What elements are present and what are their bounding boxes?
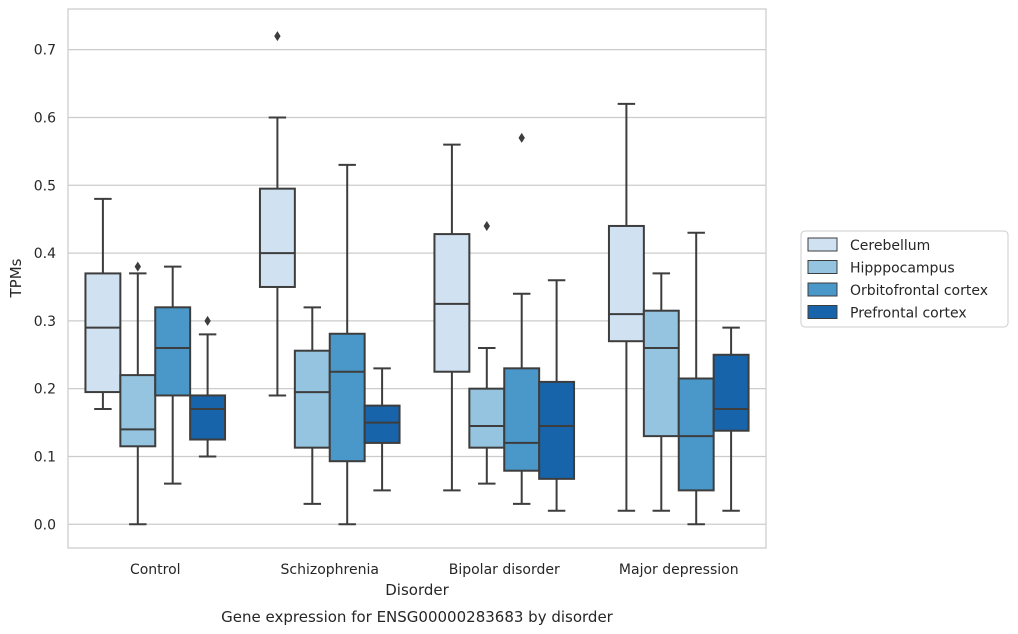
iqr-box [293,349,331,449]
x-tick-label: Major depression [619,562,739,578]
x-tick-label: Bipolar disorder [449,562,560,578]
box-prefrontal-cortex [712,326,750,512]
legend-swatch [807,305,838,319]
iqr-box [677,377,715,492]
iqr-box [712,353,750,432]
outlier-point [134,261,141,272]
y-tick-labels: 0.0 0.1 0.2 0.3 0.4 0.5 0.6 0.7 [34,43,56,534]
iqr-box [258,187,296,288]
iqr-box [328,332,366,463]
legend-label: Orbitofrontal cortex [850,283,988,299]
box-orbitofrontal-cortex [154,265,192,485]
iqr-box [119,374,157,448]
iqr-box [538,380,576,480]
legend-swatch [807,260,838,274]
y-tick-label: 0.6 [34,110,56,126]
legend-label: Cerebellum [850,238,930,254]
x-tick-labels: Control Schizophrenia Bipolar disorder Majo… [130,562,739,578]
iqr-box [433,233,471,373]
x-axis-label: Disorder [385,581,449,599]
iqr-box [468,387,506,449]
outlier-point [274,31,281,42]
legend-swatch [807,282,838,297]
outlier-point [483,220,490,231]
box-hipppocampus [468,220,506,485]
outlier-point [204,315,211,326]
legend: Cerebellum Hipppocampus Orbitofrontal cort… [800,230,1009,328]
legend-label: Hipppocampus [850,261,955,277]
y-tick-label: 0.0 [34,517,56,533]
legend-frame [800,230,1009,328]
box-cerebellum [433,143,471,492]
box-hipppocampus [119,261,157,526]
x-tick-label: Control [130,562,181,578]
x-tick-label: Schizophrenia [281,562,379,578]
y-tick-label: 0.1 [34,449,56,465]
box-hipppocampus [293,306,331,505]
plot-frame [67,8,767,549]
outlier-point [518,132,525,143]
box-cerebellum [258,31,296,397]
y-axis-label: TPMs [7,258,25,298]
box-prefrontal-cortex [363,367,401,492]
box-prefrontal-cortex [538,279,576,512]
box-cerebellum [84,197,122,411]
legend-swatch [807,237,838,252]
y-tick-label: 0.4 [34,246,56,262]
y-tick-label: 0.2 [34,382,56,398]
chart-caption: Gene expression for ENSG00000283683 by d… [221,608,614,626]
box-orbitofrontal-cortex [328,163,366,526]
box-prefrontal-cortex [189,315,227,458]
box-groups [84,31,750,526]
iqr-box [363,404,401,444]
box-cerebellum [607,102,645,512]
box-hipppocampus [642,272,680,512]
iqr-box [642,309,680,438]
iqr-box [503,367,541,472]
box-orbitofrontal-cortex [677,231,715,526]
legend-label: Prefrontal cortex [850,306,967,322]
iqr-box [607,224,645,343]
iqr-box [154,306,192,397]
iqr-box [84,272,122,394]
iqr-box [189,394,227,441]
y-tick-label: 0.7 [34,43,56,59]
box-orbitofrontal-cortex [503,132,541,505]
y-tick-label: 0.5 [34,178,56,194]
y-tick-label: 0.3 [34,314,56,330]
